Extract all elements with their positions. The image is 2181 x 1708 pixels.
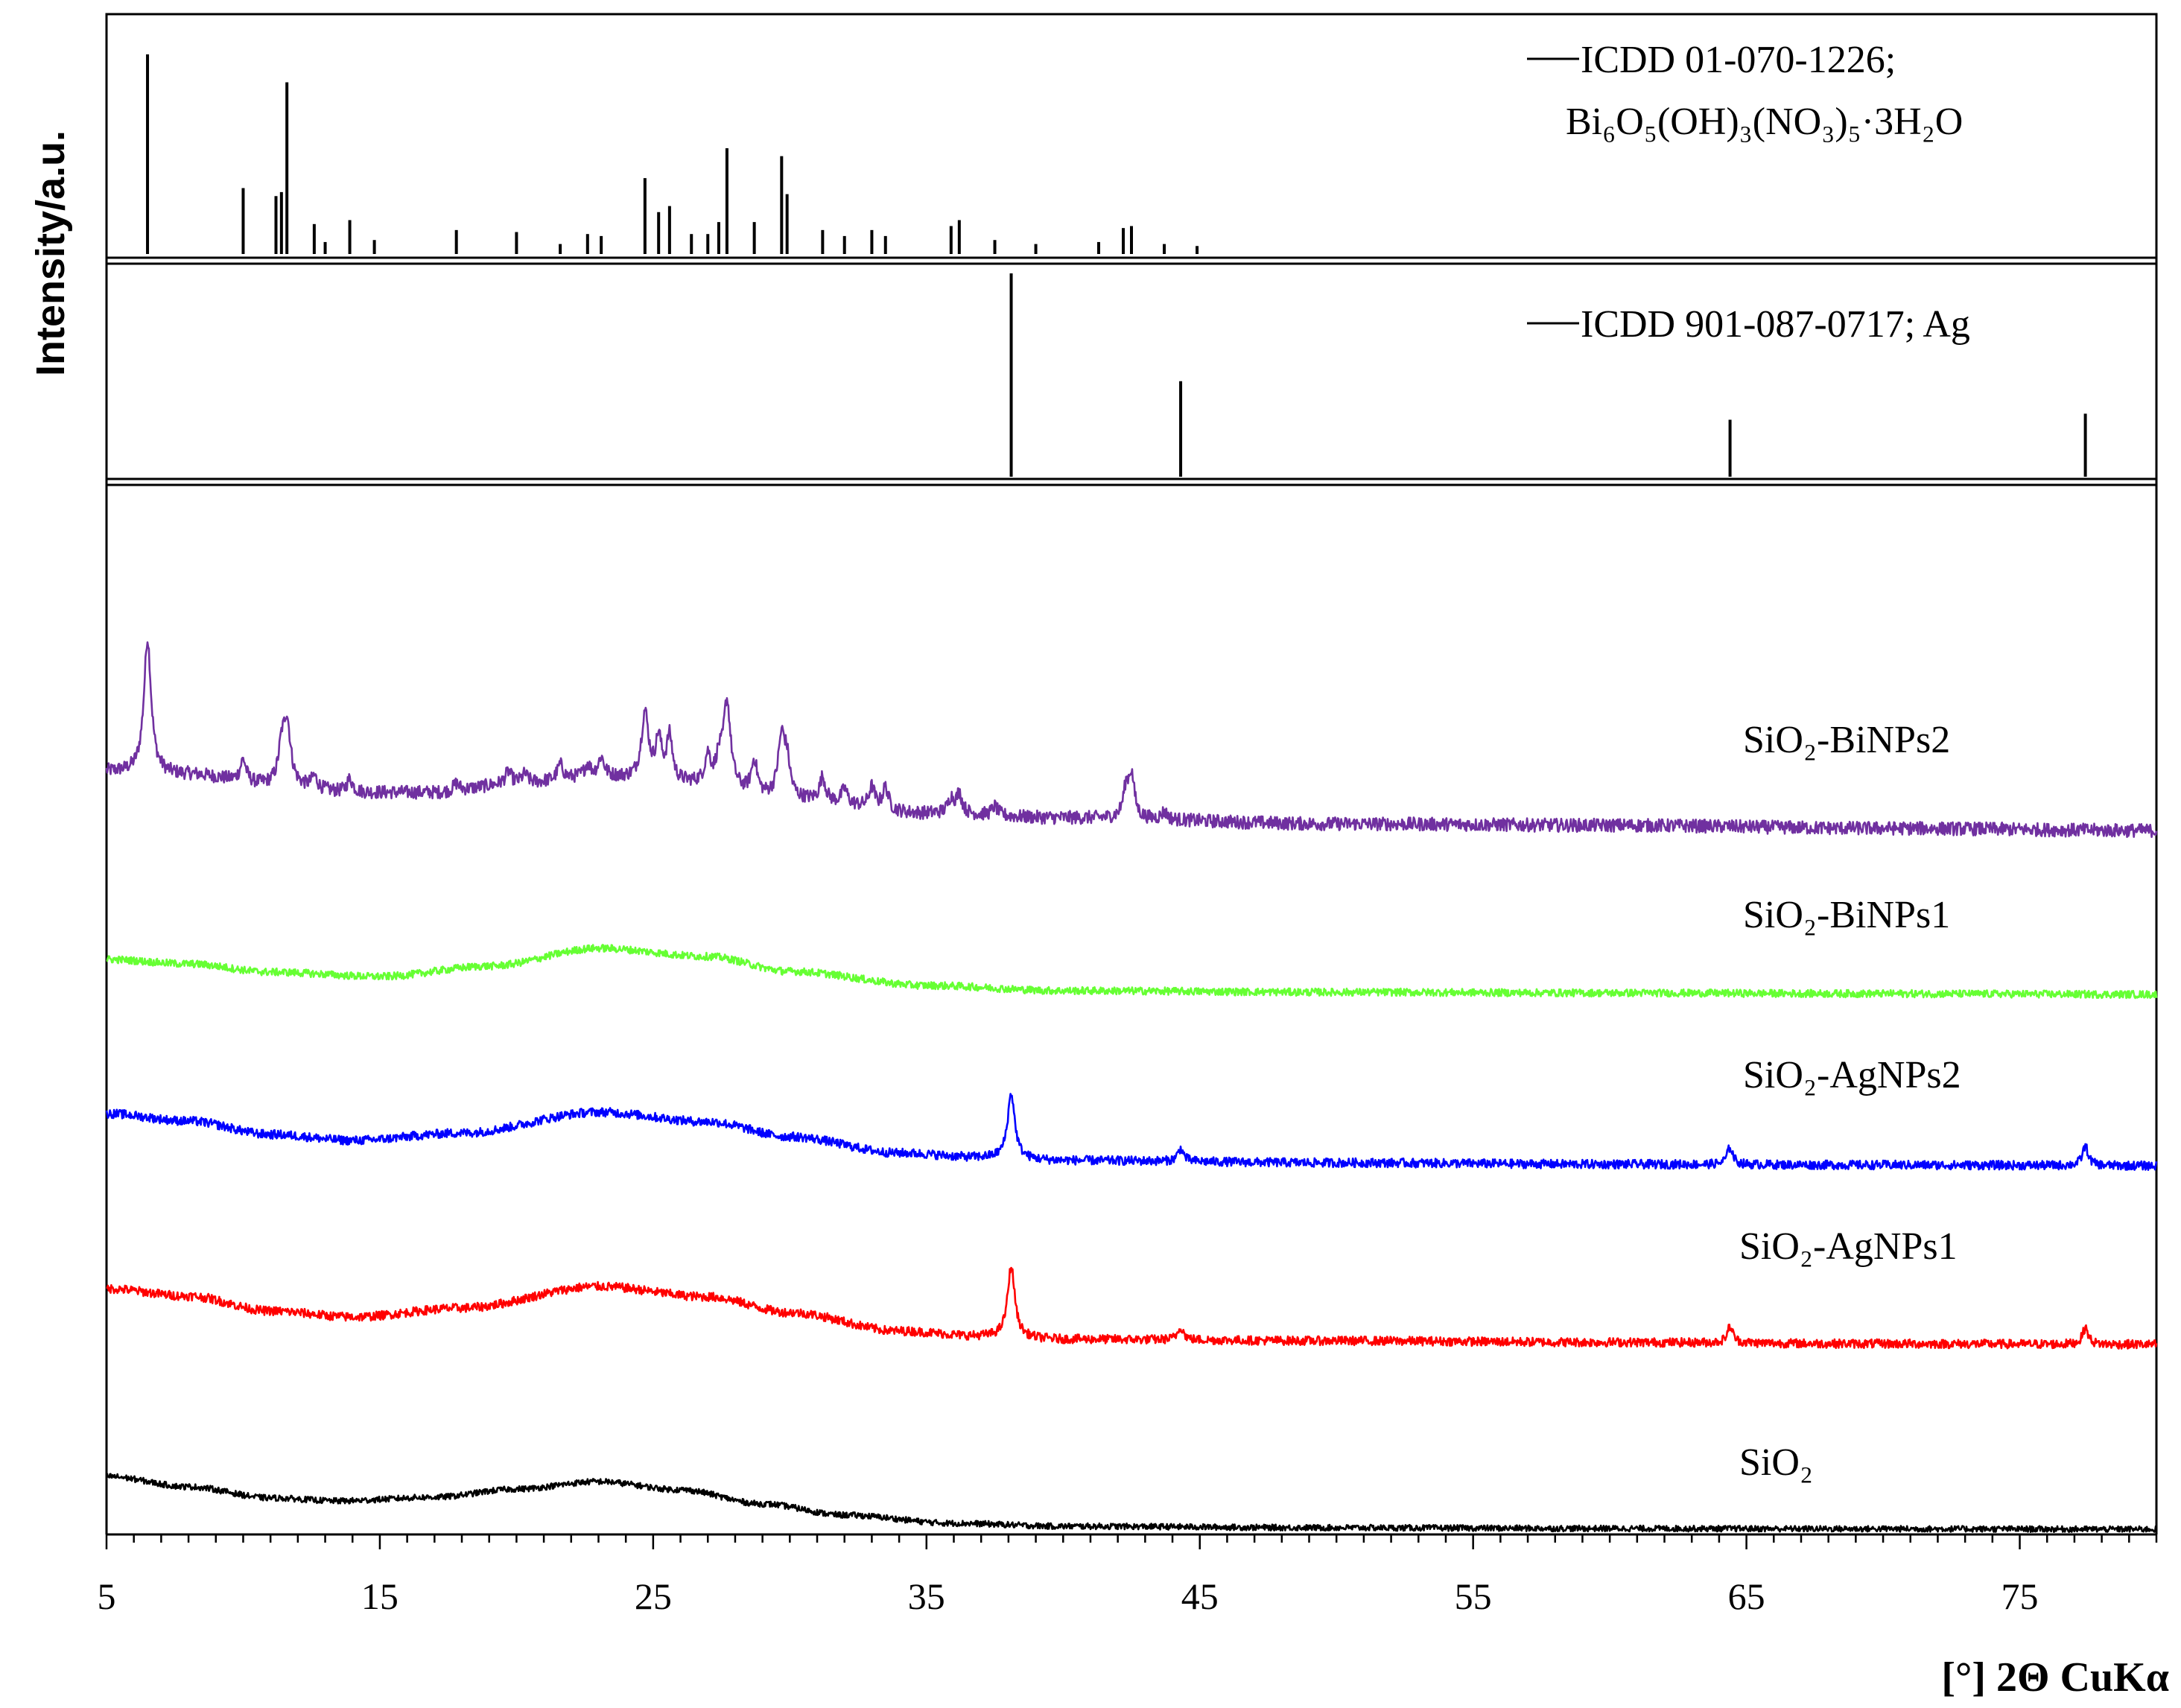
x-axis-label: [°] 2Θ CuKα [1941, 1654, 2169, 1701]
x-tick-label-3: 35 [908, 1575, 945, 1617]
x-tick-label-1: 15 [361, 1575, 399, 1617]
x-tick-label-0: 5 [98, 1575, 116, 1617]
series-label-3: SiO₂-AgNPs1 [1739, 1225, 1958, 1268]
trace-1 [106, 944, 2158, 1000]
y-axis-label: Intensity/a.u. [28, 130, 73, 376]
x-tick-label-5: 55 [1455, 1575, 1492, 1617]
ag-legend-line1: ICDD 901-087-0717; Ag [1581, 303, 1970, 346]
series-label-4: SiO₂ [1739, 1441, 1813, 1484]
x-tick-label-7: 75 [2001, 1575, 2039, 1617]
bi-legend-line2: Bi₆O₅(OH)₃(NO₃)₅·3H₂O [1566, 101, 1963, 143]
x-tick-label-4: 45 [1181, 1575, 1219, 1617]
bi-legend-line1: ICDD 01-070-1226; [1581, 39, 1896, 81]
bi-reference-peaks [146, 54, 1199, 254]
diffraction-traces [105, 641, 2158, 1533]
trace-2 [105, 1093, 2158, 1171]
series-label-1: SiO₂-BiNPs1 [1743, 894, 1950, 936]
series-label-0: SiO₂-BiNPs2 [1743, 719, 1950, 761]
x-axis-tick-labels: 5 15 25 35 45 55 65 75 [98, 1575, 2039, 1617]
series-label-2: SiO₂-AgNPs2 [1743, 1054, 1961, 1096]
x-tick-label-6: 65 [1728, 1575, 1765, 1617]
x-axis-ticks [105, 1534, 2158, 1549]
trace-4 [106, 1473, 2158, 1533]
series-labels: SiO₂-BiNPs2 SiO₂-BiNPs1 SiO₂-AgNPs2 SiO₂-Ag… [1739, 719, 1961, 1484]
ag-reference-peaks [1009, 273, 2087, 477]
trace-0 [105, 641, 2158, 838]
x-tick-label-2: 25 [635, 1575, 672, 1617]
trace-3 [106, 1266, 2158, 1350]
